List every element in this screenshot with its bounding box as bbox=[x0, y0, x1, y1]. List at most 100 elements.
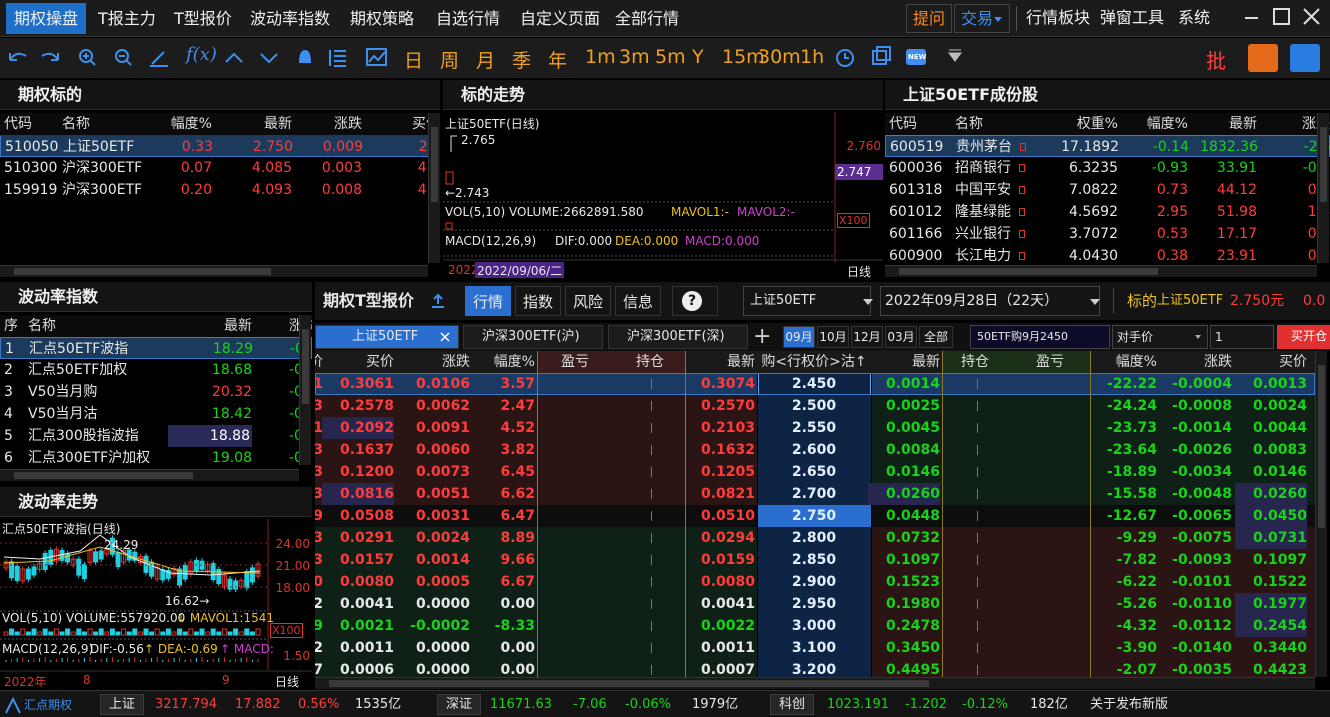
menu-item[interactable]: 自选行情 bbox=[436, 9, 501, 28]
table-row[interactable]: 0 0.0080 0.0005 6.67 0.0080 2.900 0.1523 -6.22-… bbox=[315, 571, 1315, 593]
menu-item[interactable]: 自定义页面 bbox=[520, 9, 601, 28]
table-row[interactable]: 3 V50当月购 20.32 -0 bbox=[0, 381, 312, 403]
cell: 0.0062 bbox=[415, 398, 470, 414]
batch-button[interactable]: 批 bbox=[1206, 49, 1226, 73]
period-button[interactable]: 季 bbox=[512, 50, 532, 72]
price-type-select[interactable]: 对手价 bbox=[1112, 325, 1208, 349]
period-button[interactable]: 周 bbox=[440, 50, 460, 72]
table-row[interactable]: 5 汇点300股指波指 18.88 -0 bbox=[0, 425, 312, 447]
menu-button[interactable]: 系统 bbox=[1178, 8, 1211, 27]
sheet-tab[interactable]: 沪深300ETF(深) bbox=[608, 325, 748, 349]
tool-icon[interactable] bbox=[1290, 44, 1320, 72]
menu-item[interactable]: T型报价 bbox=[174, 9, 232, 28]
expiry-select[interactable]: 2022年09月28日（22天） bbox=[880, 286, 1100, 316]
table-row[interactable]: 1 0.2092 0.0091 4.52 0.2103 2.550 0.0045 -23.73… bbox=[315, 417, 1315, 439]
sheet-tab[interactable]: 沪深300ETF(沪) bbox=[463, 325, 603, 349]
scroll-thumb[interactable] bbox=[302, 329, 309, 404]
month-tab[interactable]: 12月 bbox=[851, 326, 883, 348]
formula-button[interactable]: f(x) bbox=[186, 44, 217, 65]
market-button[interactable]: 上证 bbox=[100, 694, 144, 715]
candle bbox=[98, 550, 104, 560]
month-tab[interactable]: 03月 bbox=[885, 326, 917, 348]
table-row[interactable]: 1 0.3061 0.0106 3.57 0.3074 2.450 0.0014 -22.22… bbox=[315, 373, 1315, 395]
table-row[interactable]: 1 汇点50ETF波指 18.29 -0 bbox=[0, 337, 312, 359]
rating-icon bbox=[1019, 164, 1025, 172]
table-row[interactable]: 3 0.1200 0.0073 6.45 0.1205 2.650 0.0146 -18.89… bbox=[315, 461, 1315, 483]
scroll-thumb[interactable] bbox=[899, 268, 1159, 275]
table-row[interactable]: 601166 兴业银行 3.7072 0.53 17.170.0 bbox=[885, 223, 1330, 245]
table-row[interactable]: 600036 招商银行 6.3235 -0.93 33.91-0.3 bbox=[885, 157, 1330, 179]
scroll-thumb[interactable] bbox=[431, 127, 438, 202]
add-sheet-button[interactable]: + bbox=[753, 324, 772, 349]
contract-input[interactable]: 50ETF购9月2450 bbox=[970, 325, 1110, 349]
month-tab[interactable]: 全部 bbox=[919, 326, 953, 348]
cell: 6.62 bbox=[500, 486, 535, 502]
sheet-tab[interactable]: 上证50ETF bbox=[315, 325, 459, 349]
help-button[interactable]: ? bbox=[682, 291, 702, 311]
menu-item[interactable]: T报主力 bbox=[98, 9, 156, 28]
scroll-thumb[interactable] bbox=[1318, 365, 1325, 528]
menu-button[interactable]: 行情板块 bbox=[1026, 8, 1091, 27]
menu-item[interactable]: 全部行情 bbox=[615, 9, 680, 28]
table-row[interactable]: 2 汇点50ETF加权 18.68 -0 bbox=[0, 359, 312, 381]
tool-icon[interactable] bbox=[1248, 44, 1278, 72]
table-row[interactable]: 3 0.0157 0.0014 9.66 0.0159 2.850 0.1097 -7.82-… bbox=[315, 549, 1315, 571]
period-button[interactable]: 30m bbox=[758, 46, 801, 68]
month-tab[interactable]: 10月 bbox=[817, 326, 849, 348]
menu-button[interactable]: 弹窗工具 bbox=[1100, 8, 1165, 27]
menu-button[interactable]: 提问 bbox=[906, 4, 953, 33]
underlying-select[interactable]: 上证50ETF bbox=[743, 286, 871, 316]
table-row[interactable]: 2 0.0041 0.0000 0.00 0.0041 2.950 0.1980 -5.26-… bbox=[315, 593, 1315, 615]
scroll-thumb[interactable] bbox=[1320, 127, 1327, 202]
month-tab[interactable]: 09月 bbox=[783, 326, 815, 348]
table-row[interactable]: 601012 隆基绿能 4.5692 2.95 51.981.4 bbox=[885, 201, 1330, 223]
table-row[interactable]: 9 0.0021 -0.0002 -8.33 0.0022 3.000 0.2478 -4.3… bbox=[315, 615, 1315, 637]
period-button[interactable]: 5m bbox=[655, 46, 686, 68]
menu-item[interactable]: 波动率指数 bbox=[250, 9, 331, 28]
scroll-thumb[interactable] bbox=[329, 680, 929, 687]
menu-item[interactable]: 期权操盘 bbox=[6, 3, 87, 34]
table-row[interactable]: 6 汇点300ETF沪加权 19.08 -0 bbox=[0, 447, 312, 469]
scroll-thumb[interactable] bbox=[14, 268, 271, 275]
table-row[interactable]: 3 0.0291 0.0024 8.89 0.0294 2.800 0.0732 -9.29-… bbox=[315, 527, 1315, 549]
market-button[interactable]: 深证 bbox=[437, 694, 481, 715]
period-button[interactable]: Y bbox=[692, 46, 704, 68]
market-button[interactable]: 科创 bbox=[770, 694, 814, 715]
period-button[interactable]: 月 bbox=[476, 50, 496, 72]
period-button[interactable]: 15m bbox=[722, 46, 765, 68]
call-zone bbox=[315, 615, 757, 637]
position-divider bbox=[977, 511, 978, 521]
scroll-thumb[interactable] bbox=[14, 472, 194, 479]
table-row[interactable]: 3 0.0816 0.0051 6.62 0.0821 2.700 0.0260 -15.58… bbox=[315, 483, 1315, 505]
table-row[interactable]: 9 0.0508 0.0031 6.47 0.0510 2.750 0.0448 -12.67… bbox=[315, 505, 1315, 527]
cell: -0.0004 bbox=[1172, 376, 1232, 392]
column-header: 价 bbox=[315, 354, 323, 370]
period-button[interactable]: 年 bbox=[548, 50, 568, 72]
period-button[interactable]: 1h bbox=[800, 46, 825, 68]
tab[interactable]: 指数 bbox=[515, 286, 561, 316]
tab[interactable]: 风险 bbox=[565, 286, 611, 316]
tab[interactable]: 信息 bbox=[615, 286, 661, 316]
table-row[interactable]: 601318 中国平安 7.0822 0.73 44.120.3 bbox=[885, 179, 1330, 201]
notice-text[interactable]: 关于发布新版 bbox=[1090, 697, 1169, 712]
table-row[interactable]: 600519 贵州茅台 17.1892 -0.14 1832.36-2.6 bbox=[885, 135, 1330, 157]
period-button[interactable]: 日 bbox=[404, 50, 424, 72]
table-row[interactable]: 3 0.2578 0.0062 2.47 0.2570 2.500 0.0025 -24.24… bbox=[315, 395, 1315, 417]
period-button[interactable]: 1m bbox=[585, 46, 616, 68]
order-button[interactable]: 买开仓 bbox=[1277, 325, 1330, 349]
period-button[interactable]: 3m bbox=[619, 46, 650, 68]
table-row[interactable]: 7 0.0006 0.0000 0.00 0.0007 3.200 0.4495 -2.07-… bbox=[315, 659, 1315, 681]
price-axis-label: 2.747 bbox=[835, 164, 883, 180]
tab[interactable]: 行情 bbox=[465, 286, 511, 316]
menu-item[interactable]: 期权策略 bbox=[350, 9, 415, 28]
quantity-input[interactable]: 1 bbox=[1210, 325, 1274, 349]
table-row[interactable]: 600900 长江电力 4.0430 0.38 23.910.0 bbox=[885, 245, 1330, 267]
table-row[interactable]: 2 0.0011 0.0000 0.00 0.0011 3.100 0.3450 -3.90-… bbox=[315, 637, 1315, 659]
menu-button[interactable]: 交易 bbox=[954, 4, 1011, 33]
cell: 0.0080 bbox=[339, 574, 394, 590]
table-row[interactable]: 4 V50当月沽 18.42 -0 bbox=[0, 403, 312, 425]
table-row[interactable]: 3 0.1637 0.0060 3.82 0.1632 2.600 0.0084 -23.64… bbox=[315, 439, 1315, 461]
